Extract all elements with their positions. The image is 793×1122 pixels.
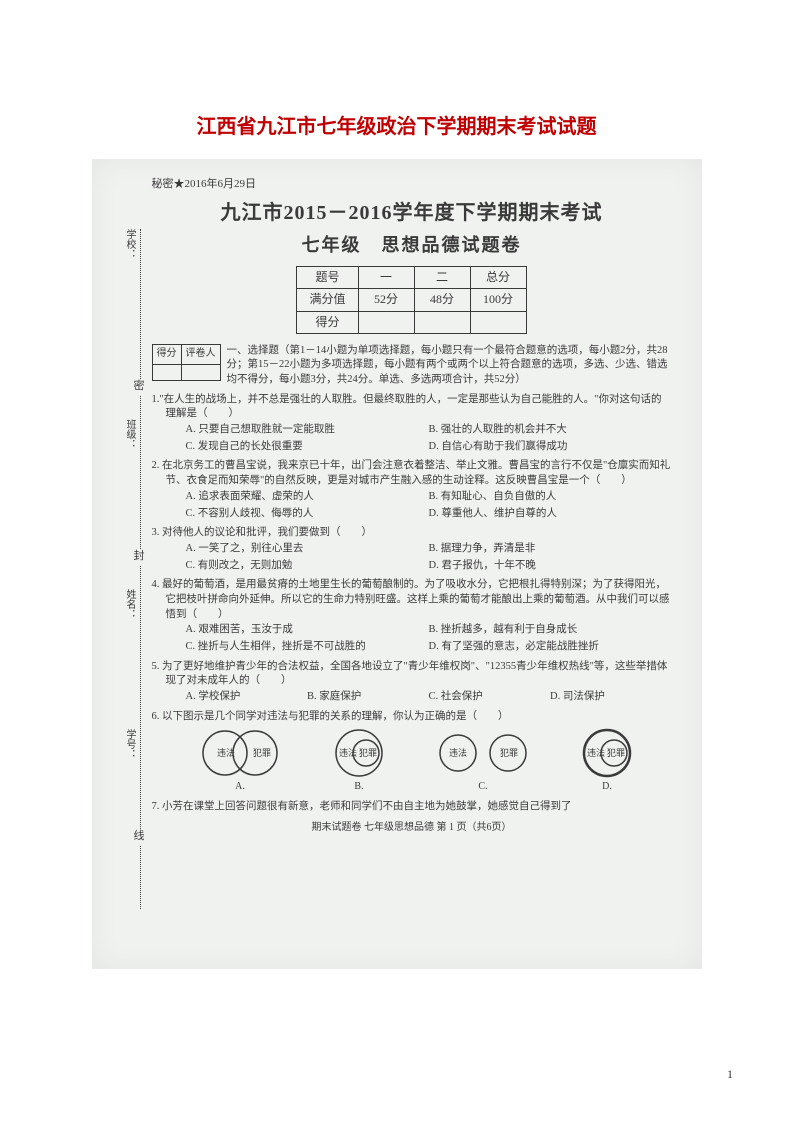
option-b: B. 强壮的人取胜的机会并不大 (429, 422, 672, 439)
option-d: D. 司法保护 (550, 689, 672, 706)
option-a: A. 只要自己想取胜就一定能取胜 (186, 422, 429, 439)
label-name: 姓名： (122, 589, 137, 619)
venn-option-b: 违法 犯罪 B. (324, 728, 394, 794)
question-1: 1."在人生的战场上，并不总是强壮的人取胜。但最终取胜的人，一定是那些认为自己能… (152, 393, 672, 456)
question-stem: 1."在人生的战场上，并不总是强壮的人取胜。但最终取胜的人，一定是那些认为自己能… (152, 394, 662, 420)
question-6: 6. 以下图示是几个同学对违法与犯罪的关系的理解，你认为正确的是（ ） 违法 犯… (152, 710, 672, 797)
page-number: 1 (727, 1067, 733, 1082)
question-stem: 6. 以下图示是几个同学对违法与犯罪的关系的理解，你认为正确的是（ ） (152, 711, 509, 722)
option-c: C. 不容别人歧视、侮辱的人 (186, 506, 429, 523)
svg-text:违法: 违法 (339, 747, 357, 758)
svg-text:违法: 违法 (217, 747, 235, 758)
option-b: B. 挫折越多，越有利于自身成长 (429, 622, 672, 639)
grader-box: 得分评卷人 (152, 344, 221, 381)
venn-diagram-b-icon: 违法 犯罪 (324, 728, 394, 778)
option-b: B. 据理力争，弄清是非 (429, 541, 672, 558)
table-row: 题号 一 二 总分 (297, 267, 526, 289)
binding-margin: 学校： 密 班级： 封 姓名： 学号： 线 (102, 229, 142, 909)
page-footer: 期末试题卷 七年级思想品德 第 1 页（共6页） (152, 821, 672, 836)
confidential-line: 秘密★2016年6月29日 (152, 177, 672, 193)
question-stem: 5. 为了更好地维护青少年的合法权益，全国各地设立了"青少年维权岗"、"1235… (152, 661, 668, 687)
option-a: A. 艰难困苦，玉汝于成 (186, 622, 429, 639)
label-school: 学校： (122, 229, 137, 259)
option-a: A. 追求表面荣耀、虚荣的人 (186, 489, 429, 506)
question-7: 7. 小芳在课堂上回答问题很有新意，老师和同学们不由自主地为她鼓掌，她感觉自己得… (152, 800, 672, 815)
score-table: 题号 一 二 总分 满分值 52分 48分 100分 得分 (296, 266, 526, 334)
document-title: 江西省九江市七年级政治下学期期末考试试题 (0, 0, 793, 159)
section-header: 得分评卷人 一、选择题（第1－14小题为单项选择题，每小题只有一个最符合题意的选… (152, 344, 672, 387)
option-a: A. 学校保护 (186, 689, 308, 706)
exam-subtitle: 七年级 思想品德试题卷 (152, 232, 672, 258)
seal-xian: 线 (134, 829, 145, 845)
option-d: D. 自信心有助于我们赢得成功 (429, 439, 672, 456)
question-5: 5. 为了更好地维护青少年的合法权益，全国各地设立了"青少年维权岗"、"1235… (152, 660, 672, 706)
question-stem: 3. 对待他人的议论和批评，我们要做到（ ） (152, 527, 373, 538)
option-d: D. 尊重他人、维护自尊的人 (429, 506, 672, 523)
option-a: A. 一笑了之，别往心里去 (186, 541, 429, 558)
svg-text:违法: 违法 (587, 747, 605, 758)
svg-text:犯罪: 犯罪 (500, 748, 518, 758)
exam-paper: 学校： 密 班级： 封 姓名： 学号： 线 秘密★2016年6月29日 九江市2… (92, 159, 702, 969)
section-instructions: 一、选择题（第1－14小题为单项选择题，每小题只有一个最符合题意的选项，每小题2… (227, 344, 672, 387)
venn-diagram-a-icon: 违法 犯罪 (195, 728, 285, 778)
svg-text:犯罪: 犯罪 (607, 748, 625, 758)
option-c: C. 发现自己的长处很重要 (186, 439, 429, 456)
label-number: 学号： (122, 729, 137, 759)
svg-text:违法: 违法 (449, 747, 467, 758)
question-stem: 4. 最好的葡萄酒，是用最贫瘠的土地里生长的葡萄酿制的。为了吸收水分，它把根扎得… (152, 579, 670, 619)
option-d: D. 君子报仇，十年不晚 (429, 558, 672, 575)
exam-title: 九江市2015－2016学年度下学期期末考试 (152, 199, 672, 228)
question-stem: 2. 在北京务工的曹昌宝说，我来京已十年，出门会注意衣着整洁、举止文雅。曹昌宝的… (152, 460, 671, 486)
question-stem: 7. 小芳在课堂上回答问题很有新意，老师和同学们不由自主地为她鼓掌，她感觉自己得… (152, 801, 572, 812)
table-row: 得分 (297, 311, 526, 333)
label-class: 班级： (122, 419, 137, 449)
venn-option-d: 违法 犯罪 D. (572, 728, 642, 794)
option-b: B. 家庭保护 (307, 689, 429, 706)
venn-option-c: 违法 犯罪 C. (433, 728, 533, 794)
question-3: 3. 对待他人的议论和批评，我们要做到（ ） A. 一笑了之，别往心里去 B. … (152, 526, 672, 574)
svg-text:犯罪: 犯罪 (359, 748, 377, 758)
venn-diagram-c-icon: 违法 犯罪 (433, 728, 533, 778)
venn-diagram-d-icon: 违法 犯罪 (572, 728, 642, 778)
option-c: C. 社会保护 (429, 689, 551, 706)
option-d: D. 有了坚强的意志，必定能战胜挫折 (429, 639, 672, 656)
seal-mi: 密 (134, 379, 145, 395)
option-c: C. 有则改之，无则加勉 (186, 558, 429, 575)
table-row: 满分值 52分 48分 100分 (297, 289, 526, 311)
question-2: 2. 在北京务工的曹昌宝说，我来京已十年，出门会注意衣着整洁、举止文雅。曹昌宝的… (152, 459, 672, 522)
option-c: C. 挫折与人生相伴，挫折是不可战胜的 (186, 639, 429, 656)
seal-feng: 封 (134, 549, 145, 565)
question-4: 4. 最好的葡萄酒，是用最贫瘠的土地里生长的葡萄酿制的。为了吸收水分，它把根扎得… (152, 578, 672, 655)
svg-text:犯罪: 犯罪 (253, 748, 271, 758)
venn-option-a: 违法 犯罪 A. (195, 728, 285, 794)
option-b: B. 有知耻心、自负自傲的人 (429, 489, 672, 506)
